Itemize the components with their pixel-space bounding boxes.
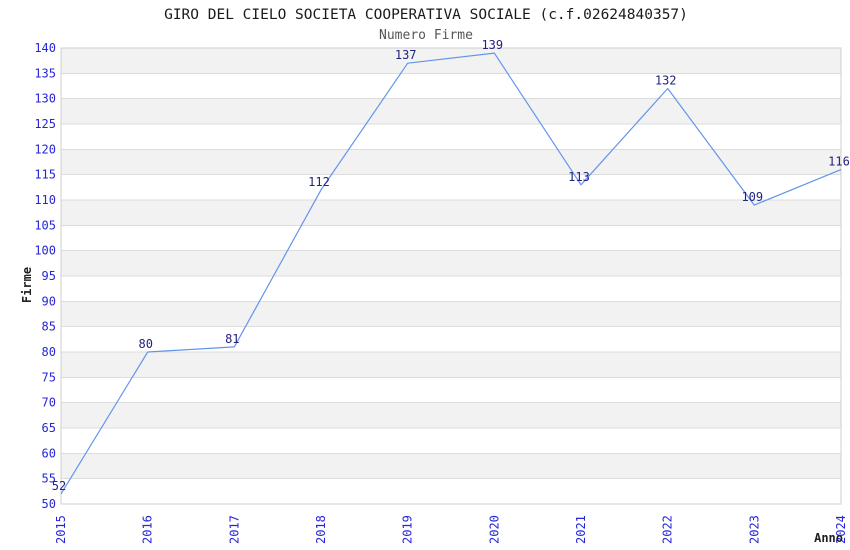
x-tick-label: 2020 [487,515,501,544]
y-tick-label: 110 [34,193,56,207]
data-label: 80 [138,337,152,351]
grid-lines [61,72,841,480]
band-row [61,98,841,124]
data-label: 52 [52,479,66,493]
data-label: 81 [225,332,239,346]
x-axis-label: Anno [814,531,843,545]
x-tick-label: 2016 [141,515,155,544]
data-label: 132 [655,74,677,88]
chart-title: GIRO DEL CIELO SOCIETA COOPERATIVA SOCIA… [164,7,688,23]
series-path [60,52,842,495]
y-tick-label: 75 [42,370,56,384]
x-tick-label: 2019 [401,515,415,544]
data-label: 112 [308,175,330,189]
x-tick-label: 2024 [834,515,848,544]
band-row [61,200,841,226]
x-tick-label: 2015 [54,515,68,544]
x-tick-label: 2023 [747,515,761,544]
y-tick-label: 80 [42,345,56,359]
band-row [61,250,841,276]
y-tick-label: 50 [42,497,56,511]
y-tick-label: 135 [34,66,56,80]
y-tick-label: 85 [42,320,56,334]
data-label: 109 [741,190,763,204]
band-row [61,352,841,378]
x-tick-labels: 2015 2016 2017 2018 2019 2020 2021 2022 2023 2024 [54,515,848,544]
y-tick-label: 95 [42,269,56,283]
y-tick-label: 90 [42,294,56,308]
y-tick-label: 100 [34,244,56,258]
x-tick-label: 2017 [227,515,241,544]
plot-bands [61,48,841,479]
y-tick-label: 105 [34,218,56,232]
y-tick-label: 60 [42,446,56,460]
x-tick-label: 2018 [314,515,328,544]
data-label: 139 [481,38,503,52]
y-tick-label: 140 [34,41,56,55]
y-tick-label: 70 [42,396,56,410]
band-row [61,301,841,327]
y-tick-label: 130 [34,92,56,106]
x-tick-label: 2022 [661,515,675,544]
y-tick-labels: 50 55 60 65 70 75 80 85 90 95 100 105 110 115 120 125 13… [34,41,56,511]
plot-frame [60,47,842,505]
band-row [61,149,841,175]
chart-subtitle: Numero Firme [379,28,473,43]
data-label: 137 [395,48,417,62]
y-tick-label: 115 [34,168,56,182]
y-tick-label: 55 [42,472,56,486]
y-tick-label: 120 [34,142,56,156]
band-row [61,48,841,74]
y-tick-label: 65 [42,421,56,435]
band-row [61,453,841,479]
series-line [60,52,842,495]
data-label: 116 [828,155,850,169]
y-tick-label: 125 [34,117,56,131]
data-label: 113 [568,170,590,184]
plot-border [60,47,842,505]
data-labels: 52 80 81 112 137 139 113 132 109 116 [52,38,850,493]
x-tick-label: 2021 [574,515,588,544]
band-row [61,402,841,428]
y-axis-label: Firme [20,267,34,303]
